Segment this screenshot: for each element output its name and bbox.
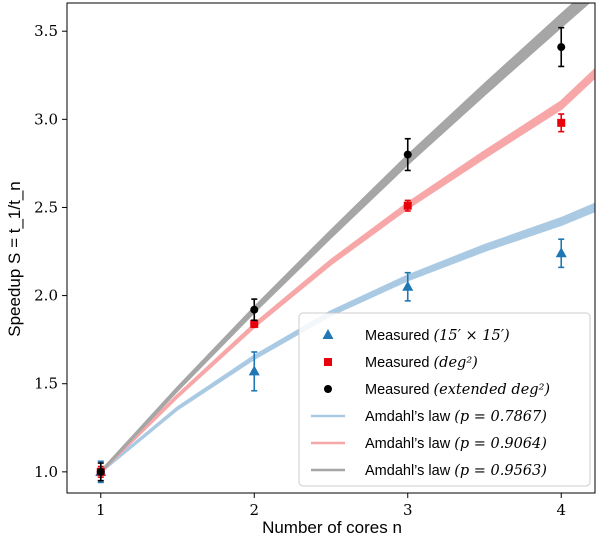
legend-label-paren: (extended deg²) xyxy=(434,382,551,398)
axis-ticks: 1 2 3 4 1.0 1.5 2.0 2.5 3.0 3.5 xyxy=(34,22,566,519)
measured-points xyxy=(95,26,567,484)
x-axis-label: Number of cores n xyxy=(262,518,402,537)
y-tick-label: 2.0 xyxy=(34,287,58,305)
y-tick-label: 3.5 xyxy=(34,22,58,40)
x-tick-label: 1 xyxy=(96,501,106,519)
legend-label-paren: (p = 0.9563) xyxy=(454,463,547,479)
data-point-s3-2 xyxy=(250,305,259,314)
y-tick-label: 2.5 xyxy=(34,198,58,216)
legend-label: Amdahl’s law (p = 0.9563) xyxy=(365,463,547,479)
x-tick-label: 4 xyxy=(556,501,566,519)
legend-label-prefix: Amdahl’s law xyxy=(365,409,454,425)
legend-marker xyxy=(324,358,332,366)
legend-label-paren: (p = 0.9064) xyxy=(454,436,547,452)
legend-label-prefix: Amdahl’s law xyxy=(365,463,454,479)
legend-marker xyxy=(322,329,334,339)
data-point-s2-3 xyxy=(403,201,412,210)
data-point-s3-1 xyxy=(96,467,105,476)
data-point-s2-2 xyxy=(250,319,259,328)
data-point-s1-3 xyxy=(402,280,414,291)
legend-label-prefix: Measured xyxy=(365,328,434,344)
legend-label: Amdahl’s law (p = 0.7867) xyxy=(365,409,547,425)
legend-label-prefix: Amdahl’s law xyxy=(365,436,454,452)
legend: Measured (15′ × 15′)Measured (deg²)Measu… xyxy=(298,312,591,487)
data-point-s3-4 xyxy=(557,43,566,52)
legend-label-prefix: Measured xyxy=(365,382,434,398)
y-tick-label: 1.0 xyxy=(34,463,58,481)
amdahl-band-2 xyxy=(99,68,595,474)
legend-label-paren: (p = 0.7867) xyxy=(454,409,547,425)
y-tick-label: 3.0 xyxy=(34,110,58,128)
y-axis-label: Speedup S = t_1/t_n xyxy=(5,181,24,337)
data-point-s3-3 xyxy=(403,150,412,159)
axes-frame xyxy=(66,2,596,494)
legend-label: Measured (extended deg²) xyxy=(365,382,550,398)
data-point-s1-4 xyxy=(555,247,567,258)
data-point-s2-4 xyxy=(557,118,566,127)
x-tick-label: 3 xyxy=(403,501,413,519)
x-tick-label: 2 xyxy=(249,501,259,519)
amdahl-band-1 xyxy=(99,202,595,474)
legend-label-paren: (15′ × 15′) xyxy=(434,328,510,344)
legend-label: Measured (15′ × 15′) xyxy=(365,328,510,344)
legend-box xyxy=(298,312,591,487)
amdahl-band-3 xyxy=(99,3,591,474)
legend-label: Measured (deg²) xyxy=(365,355,478,371)
legend-label-paren: (deg²) xyxy=(434,355,478,371)
legend-label: Amdahl’s law (p = 0.9064) xyxy=(365,436,547,452)
amdahl-bands xyxy=(99,3,595,474)
y-tick-label: 1.5 xyxy=(34,375,58,393)
legend-label-prefix: Measured xyxy=(365,355,434,371)
data-point-s1-2 xyxy=(248,365,260,376)
legend-marker xyxy=(324,385,332,393)
